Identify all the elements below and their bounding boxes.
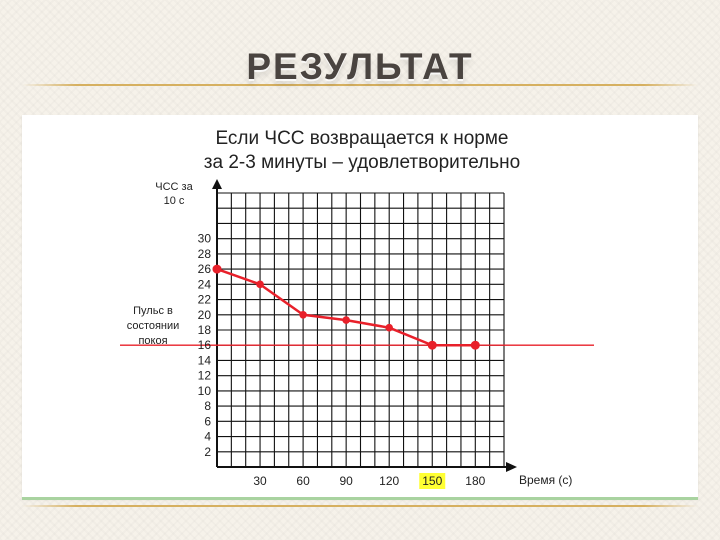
y-tick-label: 14 — [198, 353, 212, 367]
y-tick-label: 10 — [198, 384, 212, 398]
y-tick-label: 28 — [198, 247, 212, 261]
x-tick-label: 120 — [379, 474, 399, 488]
title-divider-top — [22, 84, 698, 86]
data-point — [385, 323, 394, 332]
chart-axes — [212, 179, 517, 472]
y-tick-label: 16 — [198, 338, 212, 352]
chart-grid — [217, 192, 505, 467]
y-tick-label: 22 — [198, 293, 212, 307]
x-axis-label: Время (с) — [519, 473, 572, 487]
y-tick-label: 20 — [198, 308, 212, 322]
data-point — [256, 280, 264, 289]
y-tick-label: 18 — [198, 323, 212, 337]
y-tick-label: 30 — [198, 232, 212, 246]
x-tick-label: 180 — [465, 474, 485, 488]
y-axis-arrow — [212, 179, 222, 189]
y-tick-label: 24 — [198, 277, 212, 291]
y-axis-label-line-2: 10 с — [164, 195, 185, 207]
x-tick-label: 30 — [253, 474, 267, 488]
reference-label-line-2: состоянии — [127, 320, 180, 332]
data-point — [212, 264, 222, 274]
data-point — [299, 310, 307, 319]
x-tick-label: 150 — [422, 474, 442, 488]
x-axis-arrow — [506, 462, 517, 472]
series-group — [212, 264, 480, 350]
x-tick-label: 60 — [296, 474, 310, 488]
y-tick-label: 8 — [204, 399, 211, 413]
y-tick-label: 2 — [204, 445, 211, 459]
y-tick-label: 6 — [204, 414, 211, 428]
chart-title-line-2: за 2-3 минуты – удовлетворительно — [204, 152, 520, 173]
chart-panel-border — [22, 497, 698, 500]
y-tick-label: 4 — [204, 430, 211, 444]
slide-title: РЕЗУЛЬТАТ — [246, 46, 474, 87]
x-tick-label: 90 — [339, 474, 353, 488]
data-point — [427, 340, 437, 350]
data-point — [342, 316, 350, 324]
reference-label-line-3: покоя — [138, 335, 167, 347]
chart-title-line-1: Если ЧСС возвращается к норме — [215, 128, 508, 149]
y-axis-label-line-1: ЧСС за — [155, 181, 193, 193]
reference-label-line-1: Пульс в — [133, 305, 173, 317]
y-tick-label: 26 — [198, 262, 212, 276]
data-point — [470, 340, 480, 350]
x-tick-highlight — [419, 473, 446, 489]
title-divider-bottom — [22, 505, 698, 507]
y-tick-label: 12 — [198, 369, 212, 383]
